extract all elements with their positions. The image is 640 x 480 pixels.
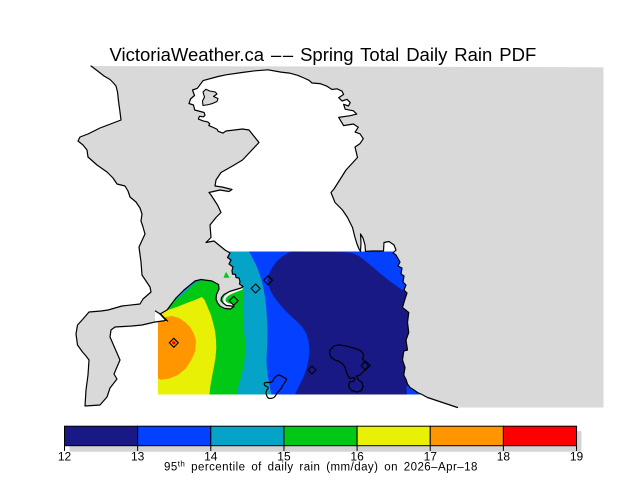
svg-text:16: 16 [350, 450, 364, 464]
svg-text:12: 12 [58, 450, 72, 464]
svg-text:17: 17 [424, 450, 438, 464]
svg-text:14: 14 [204, 450, 218, 464]
svg-text:13: 13 [131, 450, 145, 464]
svg-text:18: 18 [497, 450, 511, 464]
svg-text:19: 19 [570, 450, 584, 464]
svg-text:VictoriaWeather.ca – – Spring: VictoriaWeather.ca – – Spring Total Dail… [110, 44, 537, 65]
svg-text:95th percentile of daily rain: 95th percentile of daily rain (mm/day) o… [164, 460, 478, 474]
svg-text:15: 15 [277, 450, 291, 464]
